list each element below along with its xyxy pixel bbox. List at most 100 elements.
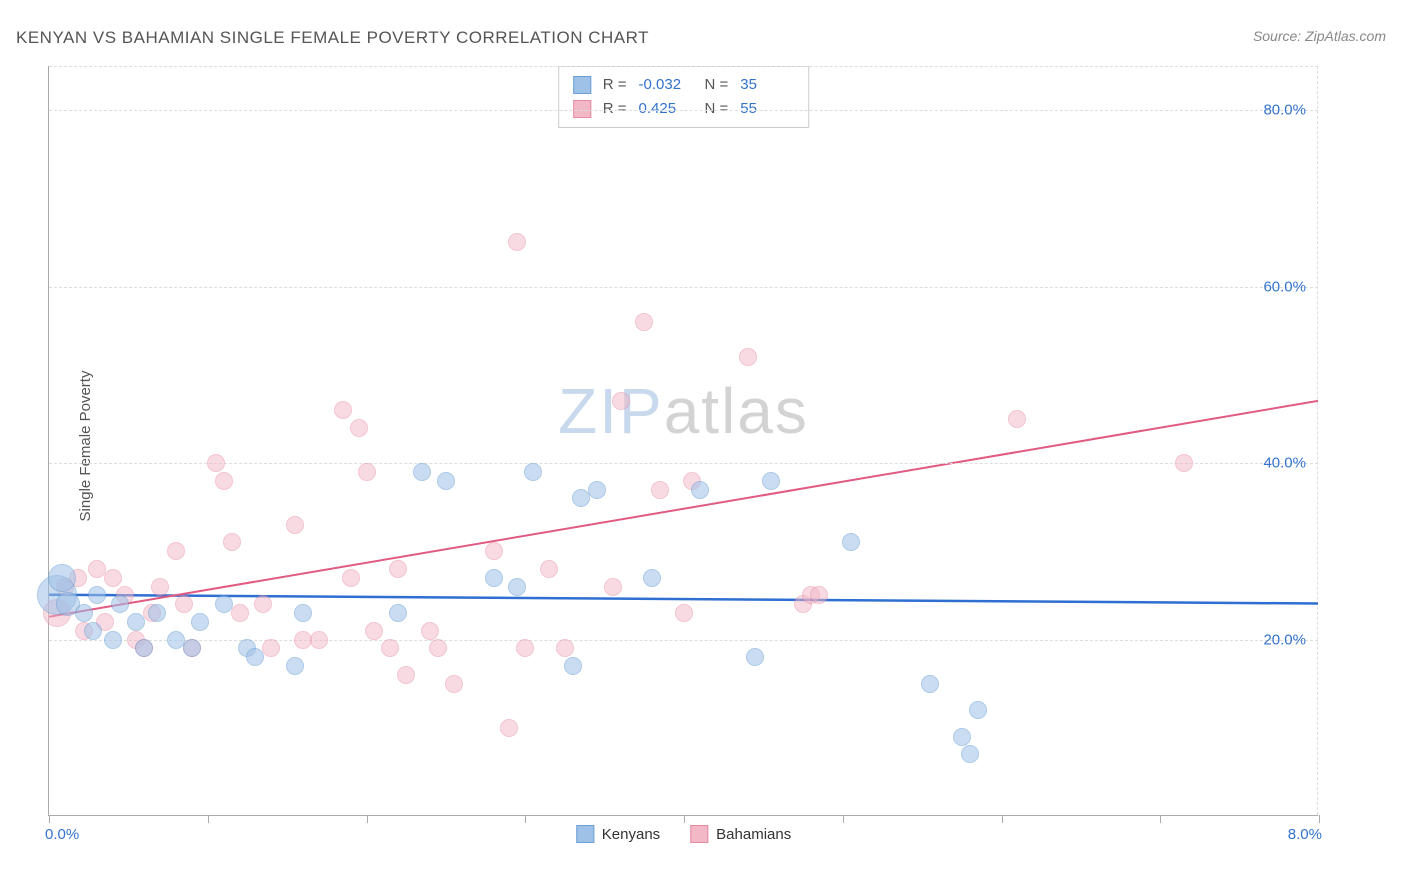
- data-point: [921, 675, 939, 693]
- data-point: [310, 631, 328, 649]
- data-point: [191, 613, 209, 631]
- data-point: [556, 639, 574, 657]
- data-point: [294, 604, 312, 622]
- data-point: [286, 516, 304, 534]
- data-point: [151, 578, 169, 596]
- data-point: [223, 533, 241, 551]
- data-point: [540, 560, 558, 578]
- data-point: [651, 481, 669, 499]
- data-point: [564, 657, 582, 675]
- trend-line: [49, 595, 1318, 604]
- data-point: [207, 454, 225, 472]
- source-attribution: Source: ZipAtlas.com: [1253, 28, 1386, 44]
- data-point: [246, 648, 264, 666]
- data-point: [111, 595, 129, 613]
- watermark: ZIPatlas: [558, 374, 809, 448]
- r-label: R =: [603, 73, 627, 97]
- data-point: [1008, 410, 1026, 428]
- right-edge-line: [1317, 66, 1318, 815]
- stats-row-kenyans: R = -0.032 N = 35: [573, 73, 795, 97]
- data-point: [961, 745, 979, 763]
- x-axis-label-max: 8.0%: [1288, 826, 1322, 843]
- data-point: [413, 463, 431, 481]
- data-point: [334, 401, 352, 419]
- data-point: [508, 578, 526, 596]
- data-point: [397, 666, 415, 684]
- data-point: [381, 639, 399, 657]
- gridline-top: [49, 66, 1318, 67]
- legend-item-bahamians: Bahamians: [690, 825, 791, 843]
- x-tick: [684, 815, 685, 823]
- data-point: [485, 569, 503, 587]
- data-point: [389, 604, 407, 622]
- data-point: [953, 728, 971, 746]
- legend-label-kenyans: Kenyans: [602, 826, 660, 843]
- data-point: [588, 481, 606, 499]
- x-tick: [1160, 815, 1161, 823]
- data-point: [485, 542, 503, 560]
- data-point: [135, 639, 153, 657]
- data-point: [445, 675, 463, 693]
- y-tick-label: 80.0%: [1263, 102, 1306, 119]
- gridline: [49, 287, 1318, 288]
- data-point: [167, 542, 185, 560]
- data-point: [350, 419, 368, 437]
- stats-row-bahamians: R = 0.425 N = 55: [573, 97, 795, 121]
- data-point: [500, 719, 518, 737]
- data-point: [437, 472, 455, 490]
- data-point: [635, 313, 653, 331]
- data-point: [1175, 454, 1193, 472]
- y-tick-label: 40.0%: [1263, 455, 1306, 472]
- data-point: [175, 595, 193, 613]
- data-point: [516, 639, 534, 657]
- gridline: [49, 463, 1318, 464]
- n-label: N =: [705, 97, 729, 121]
- data-point: [48, 564, 76, 592]
- data-point: [215, 595, 233, 613]
- data-point: [342, 569, 360, 587]
- data-point: [215, 472, 233, 490]
- data-point: [604, 578, 622, 596]
- data-point: [84, 622, 102, 640]
- n-value-kenyans: 35: [740, 73, 794, 97]
- legend-label-bahamians: Bahamians: [716, 826, 791, 843]
- trend-line: [49, 401, 1318, 617]
- data-point: [286, 657, 304, 675]
- data-point: [75, 604, 93, 622]
- data-point: [508, 233, 526, 251]
- y-tick-label: 60.0%: [1263, 278, 1306, 295]
- x-tick: [525, 815, 526, 823]
- data-point: [127, 613, 145, 631]
- data-point: [810, 586, 828, 604]
- data-point: [842, 533, 860, 551]
- data-point: [365, 622, 383, 640]
- trend-lines-layer: [49, 66, 1318, 815]
- n-label: N =: [705, 73, 729, 97]
- x-axis-label-min: 0.0%: [45, 826, 79, 843]
- x-tick: [367, 815, 368, 823]
- watermark-atlas: atlas: [664, 375, 809, 447]
- data-point: [104, 569, 122, 587]
- data-point: [969, 701, 987, 719]
- data-point: [746, 648, 764, 666]
- data-point: [358, 463, 376, 481]
- plot-area: ZIPatlas R = -0.032 N = 35 R = 0.425 N =…: [48, 66, 1318, 816]
- data-point: [421, 622, 439, 640]
- data-point: [691, 481, 709, 499]
- x-tick: [1319, 815, 1320, 823]
- gridline: [49, 640, 1318, 641]
- data-point: [148, 604, 166, 622]
- n-value-bahamians: 55: [740, 97, 794, 121]
- data-point: [262, 639, 280, 657]
- r-label: R =: [603, 97, 627, 121]
- legend-swatch-kenyans: [576, 825, 594, 843]
- data-point: [643, 569, 661, 587]
- data-point: [183, 639, 201, 657]
- swatch-bahamians: [573, 100, 591, 118]
- watermark-zip: ZIP: [558, 375, 664, 447]
- r-value-bahamians: 0.425: [639, 97, 693, 121]
- x-tick: [1002, 815, 1003, 823]
- legend-swatch-bahamians: [690, 825, 708, 843]
- data-point: [104, 631, 122, 649]
- legend-item-kenyans: Kenyans: [576, 825, 660, 843]
